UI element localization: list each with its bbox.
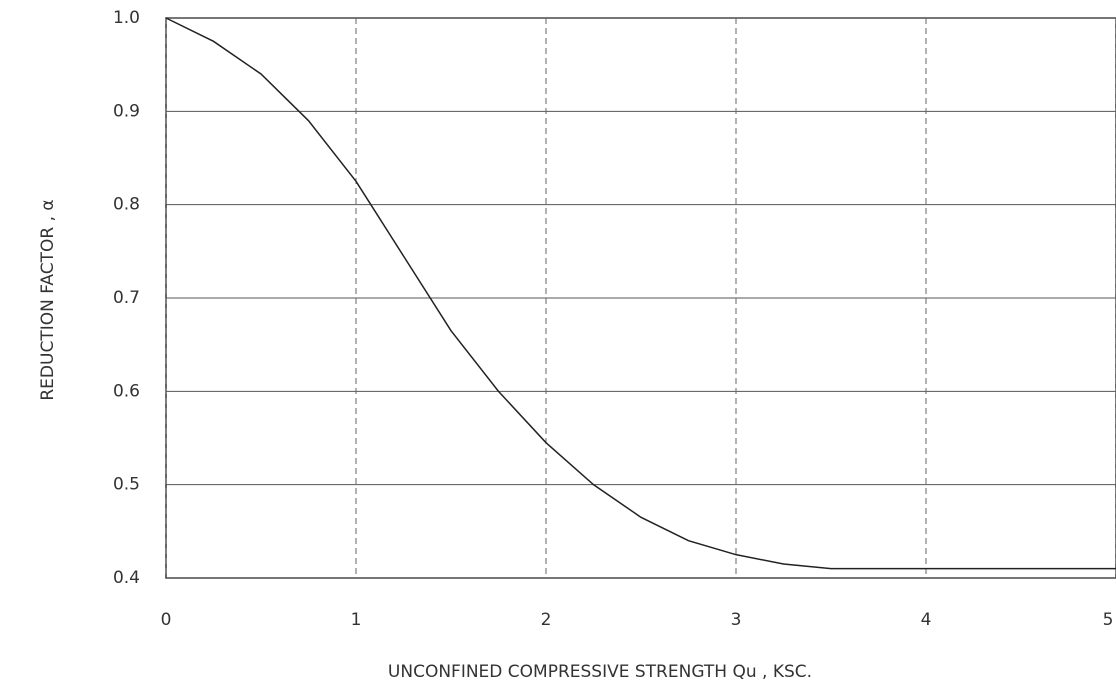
y-tick-label: 1.0 [113,8,140,28]
y-tick-label: 0.4 [113,568,140,588]
y-tick-label: 0.5 [113,475,140,495]
x-tick-label: 3 [731,610,742,630]
y-tick-label: 0.8 [113,195,140,215]
y-tick-label: 0.6 [113,381,140,401]
y-axis-label: REDUCTION FACTOR , α [38,199,58,400]
line-series [165,17,1116,570]
y-tick-label: 0.9 [113,101,140,121]
x-tick-label: 1 [351,610,362,630]
y-tick-label: 0.7 [113,288,140,308]
x-tick-label: 4 [921,610,932,630]
x-tick-label: 0 [161,610,172,630]
x-tick-label: 5 [1103,610,1114,630]
x-tick-label: 2 [541,610,552,630]
x-axis-label: UNCONFINED COMPRESSIVE STRENGTH Qu , KSC… [388,662,812,682]
